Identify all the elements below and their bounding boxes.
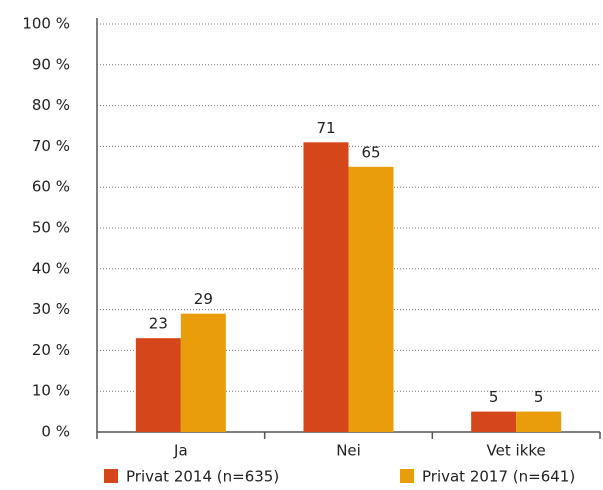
y-tick-label: 60 % bbox=[32, 178, 70, 196]
legend-swatch bbox=[104, 469, 118, 483]
y-tick-label: 50 % bbox=[32, 219, 70, 237]
bar bbox=[348, 166, 394, 433]
y-tick-label: 100 % bbox=[22, 15, 70, 33]
bar bbox=[516, 411, 562, 432]
legend-swatch bbox=[400, 469, 414, 483]
x-tick-label: Nei bbox=[336, 442, 361, 460]
data-label: 5 bbox=[489, 388, 499, 406]
data-label: 5 bbox=[534, 388, 544, 406]
data-label: 23 bbox=[149, 315, 168, 333]
x-tick-label: Ja bbox=[173, 442, 188, 460]
data-label: 29 bbox=[194, 290, 213, 308]
data-label: 65 bbox=[361, 143, 380, 161]
bar bbox=[471, 411, 517, 432]
y-tick-label: 90 % bbox=[32, 55, 70, 73]
bar bbox=[135, 338, 181, 432]
legend-label: Privat 2017 (n=641) bbox=[422, 468, 575, 486]
x-tick-label: Vet ikke bbox=[487, 442, 546, 460]
legend-label: Privat 2014 (n=635) bbox=[126, 468, 279, 486]
y-tick-label: 40 % bbox=[32, 259, 70, 277]
y-tick-label: 70 % bbox=[32, 137, 70, 155]
bar bbox=[303, 142, 349, 432]
bar bbox=[180, 313, 226, 432]
y-tick-label: 10 % bbox=[32, 382, 70, 400]
y-tick-label: 0 % bbox=[41, 423, 70, 441]
y-tick-label: 20 % bbox=[32, 341, 70, 359]
data-label: 71 bbox=[316, 119, 335, 137]
y-tick-label: 30 % bbox=[32, 300, 70, 318]
y-tick-label: 80 % bbox=[32, 96, 70, 114]
